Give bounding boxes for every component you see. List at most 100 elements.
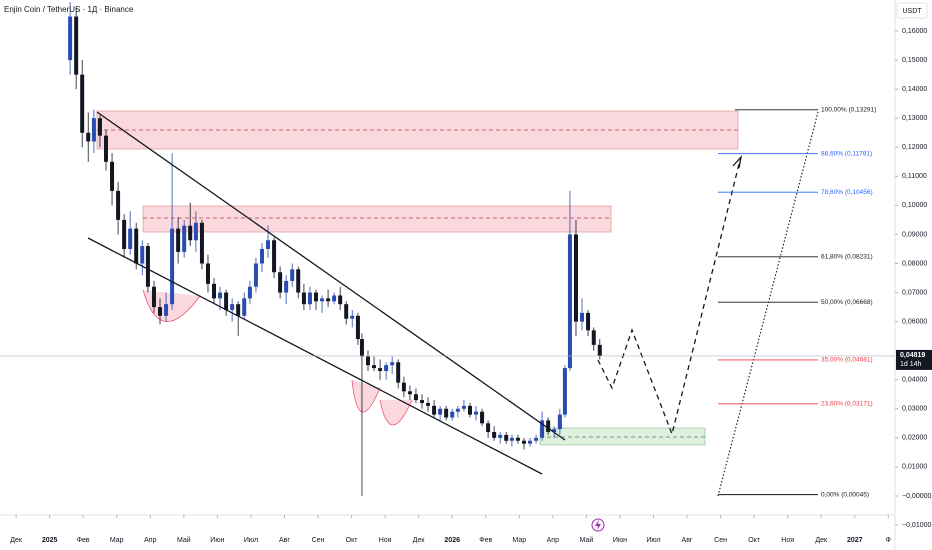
candle-body: [396, 362, 401, 383]
candle-body: [420, 400, 425, 403]
candle-body: [504, 434, 509, 441]
x-tick-label: Ноя: [781, 537, 794, 544]
x-tick-label: Апр: [547, 537, 559, 544]
candle-body: [384, 365, 389, 372]
candle-body: [580, 312, 585, 322]
candle-body: [205, 263, 210, 284]
candle-body: [486, 423, 491, 433]
y-tick-label: 0,02000: [902, 435, 927, 442]
x-tick-label: Авг: [682, 537, 693, 544]
x-tick-label: Дек: [413, 537, 426, 544]
candle-body: [314, 292, 319, 302]
x-tick-label: Июн: [613, 537, 627, 544]
candle-body: [151, 286, 156, 308]
currency-label: USDT: [902, 8, 922, 15]
x-tick-label: 2025: [42, 537, 58, 544]
candle-body: [296, 269, 301, 293]
fib-label: 0,00% (0,00045): [821, 491, 869, 498]
y-tick-label: 0,01000: [902, 464, 927, 471]
candle-body: [193, 222, 198, 241]
candle-body: [104, 135, 109, 162]
candle-body: [140, 246, 145, 264]
fib-label: 78,60% (0,10456): [821, 189, 873, 196]
candle-body: [498, 434, 503, 438]
candle-body: [97, 118, 102, 136]
candle-body: [128, 228, 133, 249]
x-tick-label: Сен: [714, 537, 727, 544]
support-zone: [539, 427, 706, 446]
shoulder-arc: [379, 399, 413, 426]
candle-body: [91, 118, 96, 142]
candle-body: [164, 304, 169, 316]
x-tick-label: Май: [580, 536, 594, 544]
candle-body: [326, 298, 331, 302]
candle-body: [515, 437, 520, 441]
candle-body: [350, 315, 355, 319]
candle-body: [182, 225, 187, 252]
candle-body: [432, 405, 437, 415]
y-tick-label: 0,07000: [902, 289, 927, 296]
y-tick-label: −0,01000: [902, 522, 931, 529]
candle-body: [320, 298, 325, 302]
candle-body: [480, 411, 485, 424]
candle-body: [301, 292, 306, 305]
candle-body: [540, 420, 545, 438]
candle-body: [372, 365, 377, 369]
candle-body: [365, 356, 370, 366]
fib-label: 35,00% (0,04681): [821, 357, 873, 364]
candle-body: [199, 222, 204, 264]
candle-body: [272, 240, 277, 273]
y-tick-label: 0,08000: [902, 260, 927, 267]
candle-body: [86, 132, 91, 142]
y-tick-label: 0,12000: [902, 144, 927, 151]
candle-body: [567, 234, 572, 369]
candle-body: [242, 298, 247, 316]
candle-body: [145, 246, 150, 287]
fib-label: 100,00% (0,13291): [821, 106, 876, 113]
candle-body: [492, 432, 497, 438]
candle-body: [236, 304, 241, 316]
candle-body: [158, 307, 163, 316]
y-tick-label: 0,15000: [902, 57, 927, 64]
x-tick-label: Ф: [886, 537, 891, 544]
candle-body: [401, 382, 406, 392]
candle-body: [259, 248, 264, 264]
last-price-box: [896, 349, 932, 370]
y-tick-label: 0,06000: [902, 318, 927, 325]
candle-body: [378, 368, 383, 372]
trend-line: [96, 111, 566, 441]
candle-body: [307, 292, 312, 305]
x-tick-label: Мар: [110, 537, 124, 544]
candle-body: [444, 408, 449, 418]
y-tick-label: 0,14000: [902, 86, 927, 93]
projection-arrow: [732, 154, 743, 169]
x-tick-label: 2026: [444, 537, 460, 544]
candle-body: [509, 437, 514, 441]
candle-body: [546, 420, 551, 433]
y-tick-label: 0,09000: [902, 231, 927, 238]
candle-body: [247, 286, 252, 299]
candle-body: [355, 315, 360, 340]
candle-body: [176, 228, 181, 252]
candle-body: [461, 405, 466, 409]
countdown-label: 1d 14h: [900, 361, 922, 368]
x-tick-label: Сен: [312, 537, 325, 544]
candle-body: [591, 330, 596, 345]
y-tick-label: 0,04000: [902, 377, 927, 384]
candle-body: [278, 272, 283, 293]
candle-body: [74, 16, 79, 75]
candle-body: [266, 240, 271, 249]
candle-body: [338, 295, 343, 305]
x-tick-label: Ноя: [379, 537, 392, 544]
candle-body: [170, 228, 175, 305]
candle-body: [562, 368, 567, 415]
fib-label: 50,00% (0,06668): [821, 299, 873, 306]
candle-body: [110, 161, 115, 191]
candle-body: [467, 405, 472, 415]
last-price-label: 0,04819: [900, 352, 925, 359]
fib-label: 23,60% (0,03171): [821, 401, 873, 408]
currency-box: [896, 2, 928, 19]
candle-body: [253, 263, 258, 287]
